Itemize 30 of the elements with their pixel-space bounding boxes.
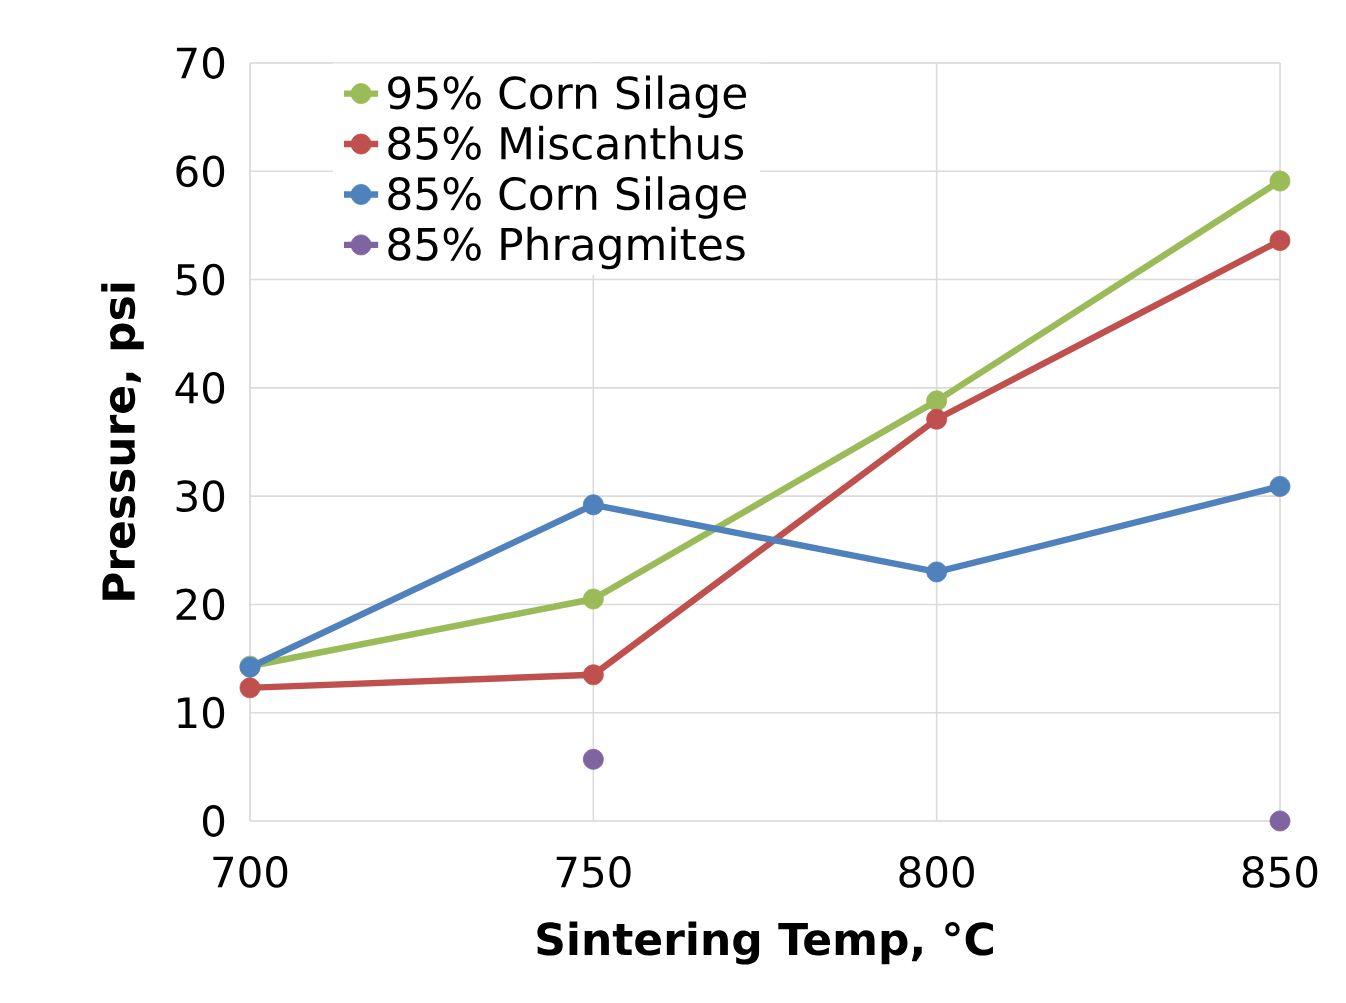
legend-label: 85% Corn Silage: [388, 176, 746, 219]
y-axis-title: Pressure, psi: [101, 283, 144, 600]
y-tick-label: 50: [176, 263, 225, 296]
point: [582, 664, 604, 686]
point: [1269, 170, 1291, 192]
point: [926, 561, 948, 583]
y-tick-label: 40: [175, 371, 225, 404]
point: [239, 677, 261, 699]
x-tick-label: 800: [899, 856, 974, 888]
legend-label: 85% Miscanthus: [388, 125, 744, 160]
legend-label: 95% Corn Silage: [388, 75, 746, 118]
y-tick-label: 10: [178, 696, 225, 729]
point: [1269, 810, 1291, 832]
point: [582, 494, 604, 516]
x-axis-title: Sintering Temp, °C: [537, 921, 993, 965]
point: [1269, 475, 1291, 497]
point: [1269, 230, 1291, 251]
y-tick-label: 0: [202, 805, 225, 837]
legend-label: 85% Phragmites: [388, 226, 745, 270]
x-tick-label: 700: [213, 856, 288, 888]
point: [582, 748, 604, 770]
point: [926, 408, 948, 430]
y-tick-label: 30: [176, 480, 225, 513]
x-tick-label: 750: [556, 856, 631, 888]
point: [582, 588, 604, 610]
point: [926, 390, 948, 412]
y-tick-label: 70: [176, 47, 225, 79]
y-tick-label: 20: [176, 588, 225, 621]
y-tick-label: 60: [176, 155, 225, 188]
x-tick-label: 850: [1242, 856, 1318, 888]
